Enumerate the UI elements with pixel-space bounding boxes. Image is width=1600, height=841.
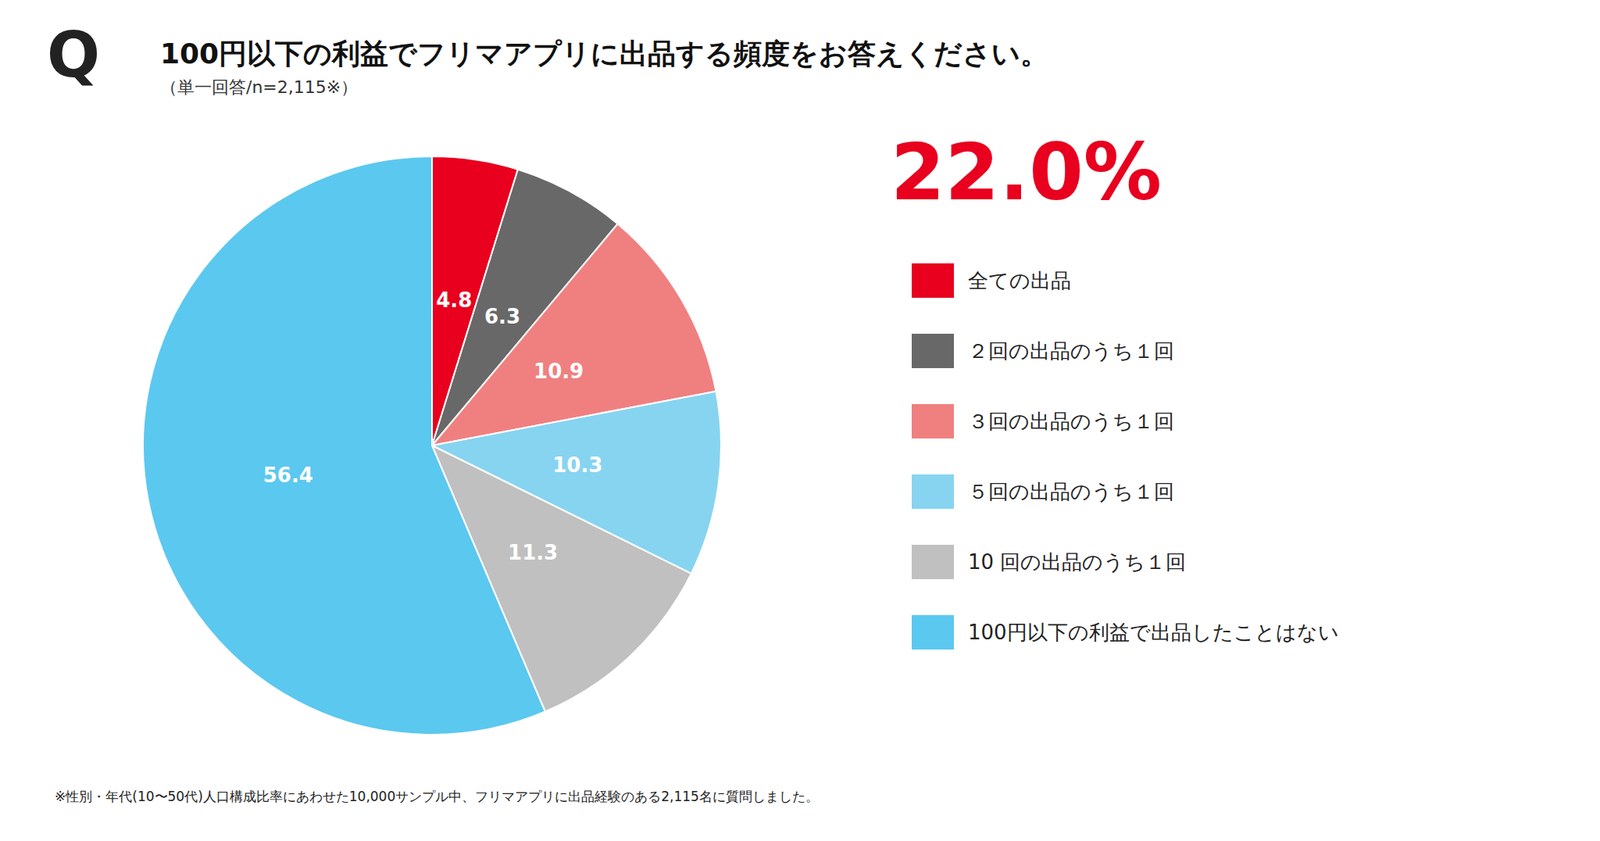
svg-text:（単一回答/n=2,115※）: （単一回答/n=2,115※） bbox=[160, 77, 358, 97]
svg-text:11.3: 11.3 bbox=[507, 540, 558, 565]
svg-text:Q: Q bbox=[46, 18, 100, 92]
svg-text:6.3: 6.3 bbox=[484, 304, 521, 329]
svg-text:10 回の出品のうち１回: 10 回の出品のうち１回 bbox=[967, 550, 1186, 574]
svg-text:全ての出品: 全ての出品 bbox=[967, 268, 1072, 293]
svg-text:２回の出品のうち１回: ２回の出品のうち１回 bbox=[967, 339, 1175, 363]
svg-text:※性別・年代(10〜50代)人口構成比率にあわせた10,00: ※性別・年代(10〜50代)人口構成比率にあわせた10,000サンプル中、フリマ… bbox=[54, 788, 819, 804]
svg-text:56.4: 56.4 bbox=[263, 463, 314, 487]
svg-text:100円以下の利益でフリマアプリに出品する頻度をお答えくださ: 100円以下の利益でフリマアプリに出品する頻度をお答えください。 bbox=[160, 37, 1049, 70]
svg-text:10.9: 10.9 bbox=[533, 359, 584, 383]
svg-text:10.3: 10.3 bbox=[552, 453, 603, 477]
svg-text:22.0%: 22.0% bbox=[890, 126, 1162, 218]
svg-text:4.8: 4.8 bbox=[435, 288, 472, 312]
svg-text:100円以下の利益で出品したことはない: 100円以下の利益で出品したことはない bbox=[967, 620, 1340, 644]
svg-text:３回の出品のうち１回: ３回の出品のうち１回 bbox=[967, 409, 1175, 433]
svg-text:５回の出品のうち１回: ５回の出品のうち１回 bbox=[967, 479, 1175, 504]
